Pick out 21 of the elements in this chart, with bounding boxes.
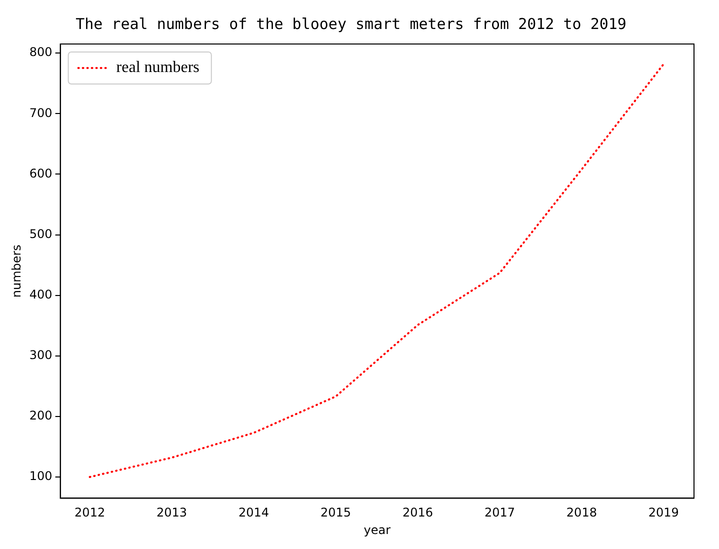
legend-label: real numbers bbox=[116, 59, 200, 76]
line-series bbox=[88, 62, 665, 478]
x-tick-label: 2019 bbox=[648, 506, 679, 520]
y-tick-label: 800 bbox=[29, 45, 52, 60]
x-tick-label: 2012 bbox=[74, 506, 106, 520]
x-tick-label: 2016 bbox=[402, 506, 434, 520]
y-axis-title: numbers bbox=[9, 244, 24, 298]
y-tick-label: 500 bbox=[29, 226, 52, 241]
y-tick-label: 200 bbox=[29, 408, 52, 423]
x-tick-label: 2013 bbox=[156, 506, 188, 520]
y-tick-label: 400 bbox=[29, 287, 52, 302]
x-tick-label: 2014 bbox=[238, 506, 270, 520]
y-tick-label: 600 bbox=[29, 166, 52, 180]
x-tick-label: 2015 bbox=[320, 506, 352, 520]
x-tick-label: 2017 bbox=[484, 506, 515, 520]
y-tick-label: 300 bbox=[29, 348, 52, 362]
y-tick-label: 700 bbox=[29, 106, 52, 120]
chart-title: The real numbers of the blooey smart meters from 2012 to 2019 bbox=[76, 14, 626, 33]
x-axis-title: year bbox=[364, 522, 391, 537]
x-tick-label: 2018 bbox=[566, 506, 597, 520]
y-tick-label: 100 bbox=[29, 469, 52, 484]
